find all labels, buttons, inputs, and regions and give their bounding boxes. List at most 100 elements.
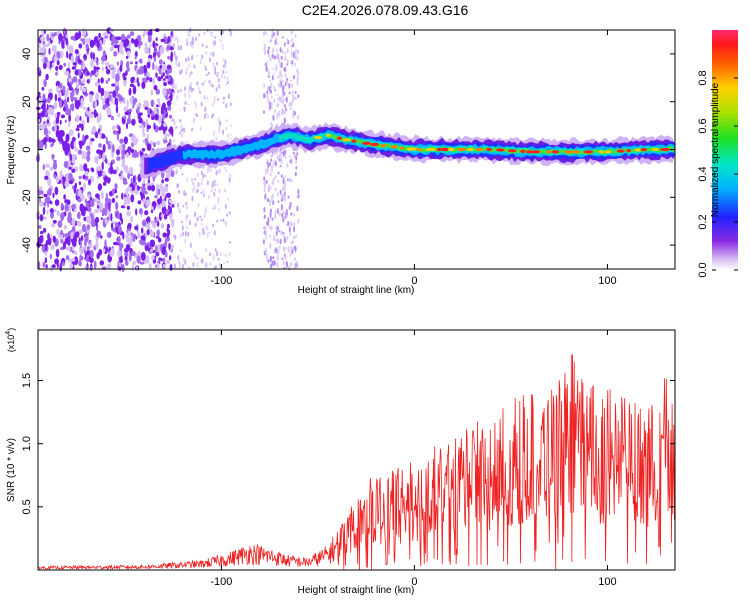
noise-speck (159, 195, 162, 204)
noise-speck (217, 117, 220, 124)
noise-speck (213, 130, 216, 136)
noise-speck (272, 114, 275, 121)
noise-speck (222, 218, 225, 223)
noise-speck (197, 189, 199, 192)
noise-speck (286, 59, 289, 64)
noise-speck (155, 252, 160, 257)
noise-speck (157, 76, 162, 82)
noise-speck (284, 155, 287, 159)
noise-speck (192, 262, 195, 268)
noise-speck (82, 245, 87, 250)
noise-speck (282, 186, 284, 191)
noise-speck (267, 53, 270, 58)
noise-speck (70, 140, 75, 150)
noise-speck (284, 45, 286, 48)
noise-speck (203, 96, 205, 100)
noise-speck (188, 89, 190, 94)
noise-speck (160, 223, 165, 229)
noise-speck (267, 259, 270, 263)
noise-speck (56, 228, 60, 235)
noise-speck (284, 255, 287, 260)
noise-speck (150, 220, 155, 225)
noise-speck (137, 200, 142, 205)
noise-speck (144, 42, 148, 48)
noise-speck (52, 154, 54, 161)
noise-speck (111, 144, 115, 153)
noise-speck (47, 177, 52, 187)
noise-speck (115, 201, 119, 211)
noise-speck (108, 202, 111, 211)
noise-speck (126, 210, 131, 217)
noise-speck (162, 72, 165, 77)
noise-speck (54, 31, 57, 36)
noise-speck (116, 61, 119, 66)
noise-speck (84, 38, 89, 44)
noise-speck (38, 225, 42, 229)
noise-speck (48, 88, 53, 94)
noise-speck (86, 116, 90, 124)
noise-speck (109, 249, 115, 257)
noise-speck (279, 189, 282, 195)
noise-speck (153, 122, 156, 130)
noise-speck (179, 109, 182, 112)
ridge-peak (531, 150, 541, 154)
noise-speck (219, 262, 221, 268)
noise-speck (62, 233, 65, 239)
noise-speck (139, 187, 142, 192)
noise-speck (115, 195, 119, 199)
noise-speck (181, 173, 184, 176)
noise-speck (67, 159, 71, 166)
noise-speck (173, 53, 176, 57)
noise-speck (293, 225, 296, 233)
noise-speck (268, 85, 271, 92)
noise-speck (90, 59, 94, 68)
ridge-peak (336, 136, 343, 140)
noise-speck (266, 90, 269, 95)
noise-speck (215, 87, 218, 92)
noise-speck (43, 216, 47, 220)
noise-speck (97, 84, 102, 94)
noise-speck (126, 99, 129, 108)
noise-speck (49, 208, 54, 214)
noise-speck (52, 138, 56, 143)
noise-speck (166, 227, 169, 233)
noise-speck (68, 166, 72, 170)
noise-speck (172, 43, 175, 49)
noise-speck (85, 175, 89, 181)
noise-speck (110, 213, 113, 222)
noise-speck (291, 90, 294, 97)
noise-speck (216, 74, 219, 78)
noise-speck (79, 116, 82, 121)
noise-speck (269, 211, 272, 219)
noise-speck (270, 154, 273, 158)
noise-speck (204, 106, 207, 113)
noise-speck (161, 200, 166, 208)
ridge-peak (399, 146, 405, 150)
snr-frame (37, 329, 676, 571)
noise-speck (290, 45, 293, 48)
noise-speck (45, 73, 49, 81)
noise-speck (229, 173, 232, 178)
noise-speck (295, 166, 298, 170)
noise-speck (225, 119, 228, 123)
noise-speck (276, 261, 279, 268)
noise-speck (109, 94, 112, 102)
noise-speck (226, 198, 229, 201)
noise-speck (65, 255, 69, 261)
noise-speck (282, 217, 285, 223)
ridge-peak (351, 139, 357, 143)
noise-speck (64, 203, 69, 212)
noise-speck (101, 161, 104, 171)
noise-speck (102, 181, 107, 186)
noise-speck (64, 180, 70, 188)
noise-speck (291, 98, 294, 104)
noise-speck (41, 102, 46, 110)
noise-speck (131, 38, 135, 44)
noise-speck (185, 215, 188, 222)
noise-speck (213, 182, 216, 185)
noise-speck (62, 85, 66, 94)
noise-speck (173, 138, 176, 143)
noise-speck (102, 152, 106, 161)
noise-speck (132, 139, 138, 146)
noise-speck (134, 56, 137, 60)
